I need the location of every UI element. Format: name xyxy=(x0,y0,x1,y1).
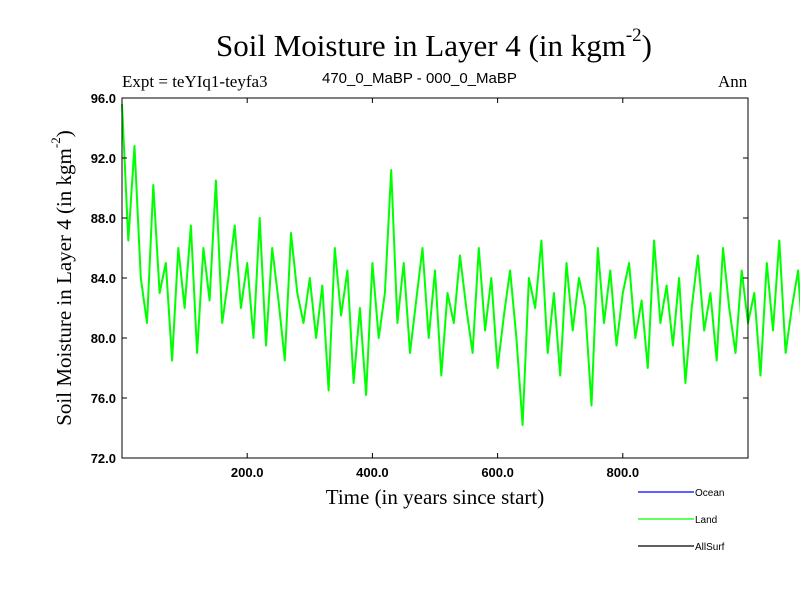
x-tick-label: 600.0 xyxy=(481,465,514,480)
y-tick-label: 84.0 xyxy=(91,271,116,286)
x-tick-label: 800.0 xyxy=(607,465,640,480)
legend-label-land: Land xyxy=(695,515,717,526)
y-tick-label: 80.0 xyxy=(91,331,116,346)
series-line-land xyxy=(121,103,800,426)
subtitle-season: Ann xyxy=(718,72,748,91)
chart-title: Soil Moisture in Layer 4 (in kgm-2) xyxy=(216,24,652,63)
y-tick-label: 92.0 xyxy=(91,151,116,166)
legend-label-ocean: Ocean xyxy=(695,488,724,499)
subtitle-period: 470_0_MaBP - 000_0_MaBP xyxy=(322,70,517,87)
x-tick-label: 200.0 xyxy=(231,465,264,480)
subtitle-experiment: Expt = teYIq1-teyfa3 xyxy=(122,72,268,91)
x-tick-label: 400.0 xyxy=(356,465,389,480)
y-tick-label: 96.0 xyxy=(91,91,116,106)
legend-label-allsurf: AllSurf xyxy=(695,542,725,553)
y-tick-label: 88.0 xyxy=(91,211,116,226)
y-tick-label: 76.0 xyxy=(91,391,116,406)
y-tick-label: 72.0 xyxy=(91,451,116,466)
x-axis-label: Time (in years since start) xyxy=(325,485,545,509)
